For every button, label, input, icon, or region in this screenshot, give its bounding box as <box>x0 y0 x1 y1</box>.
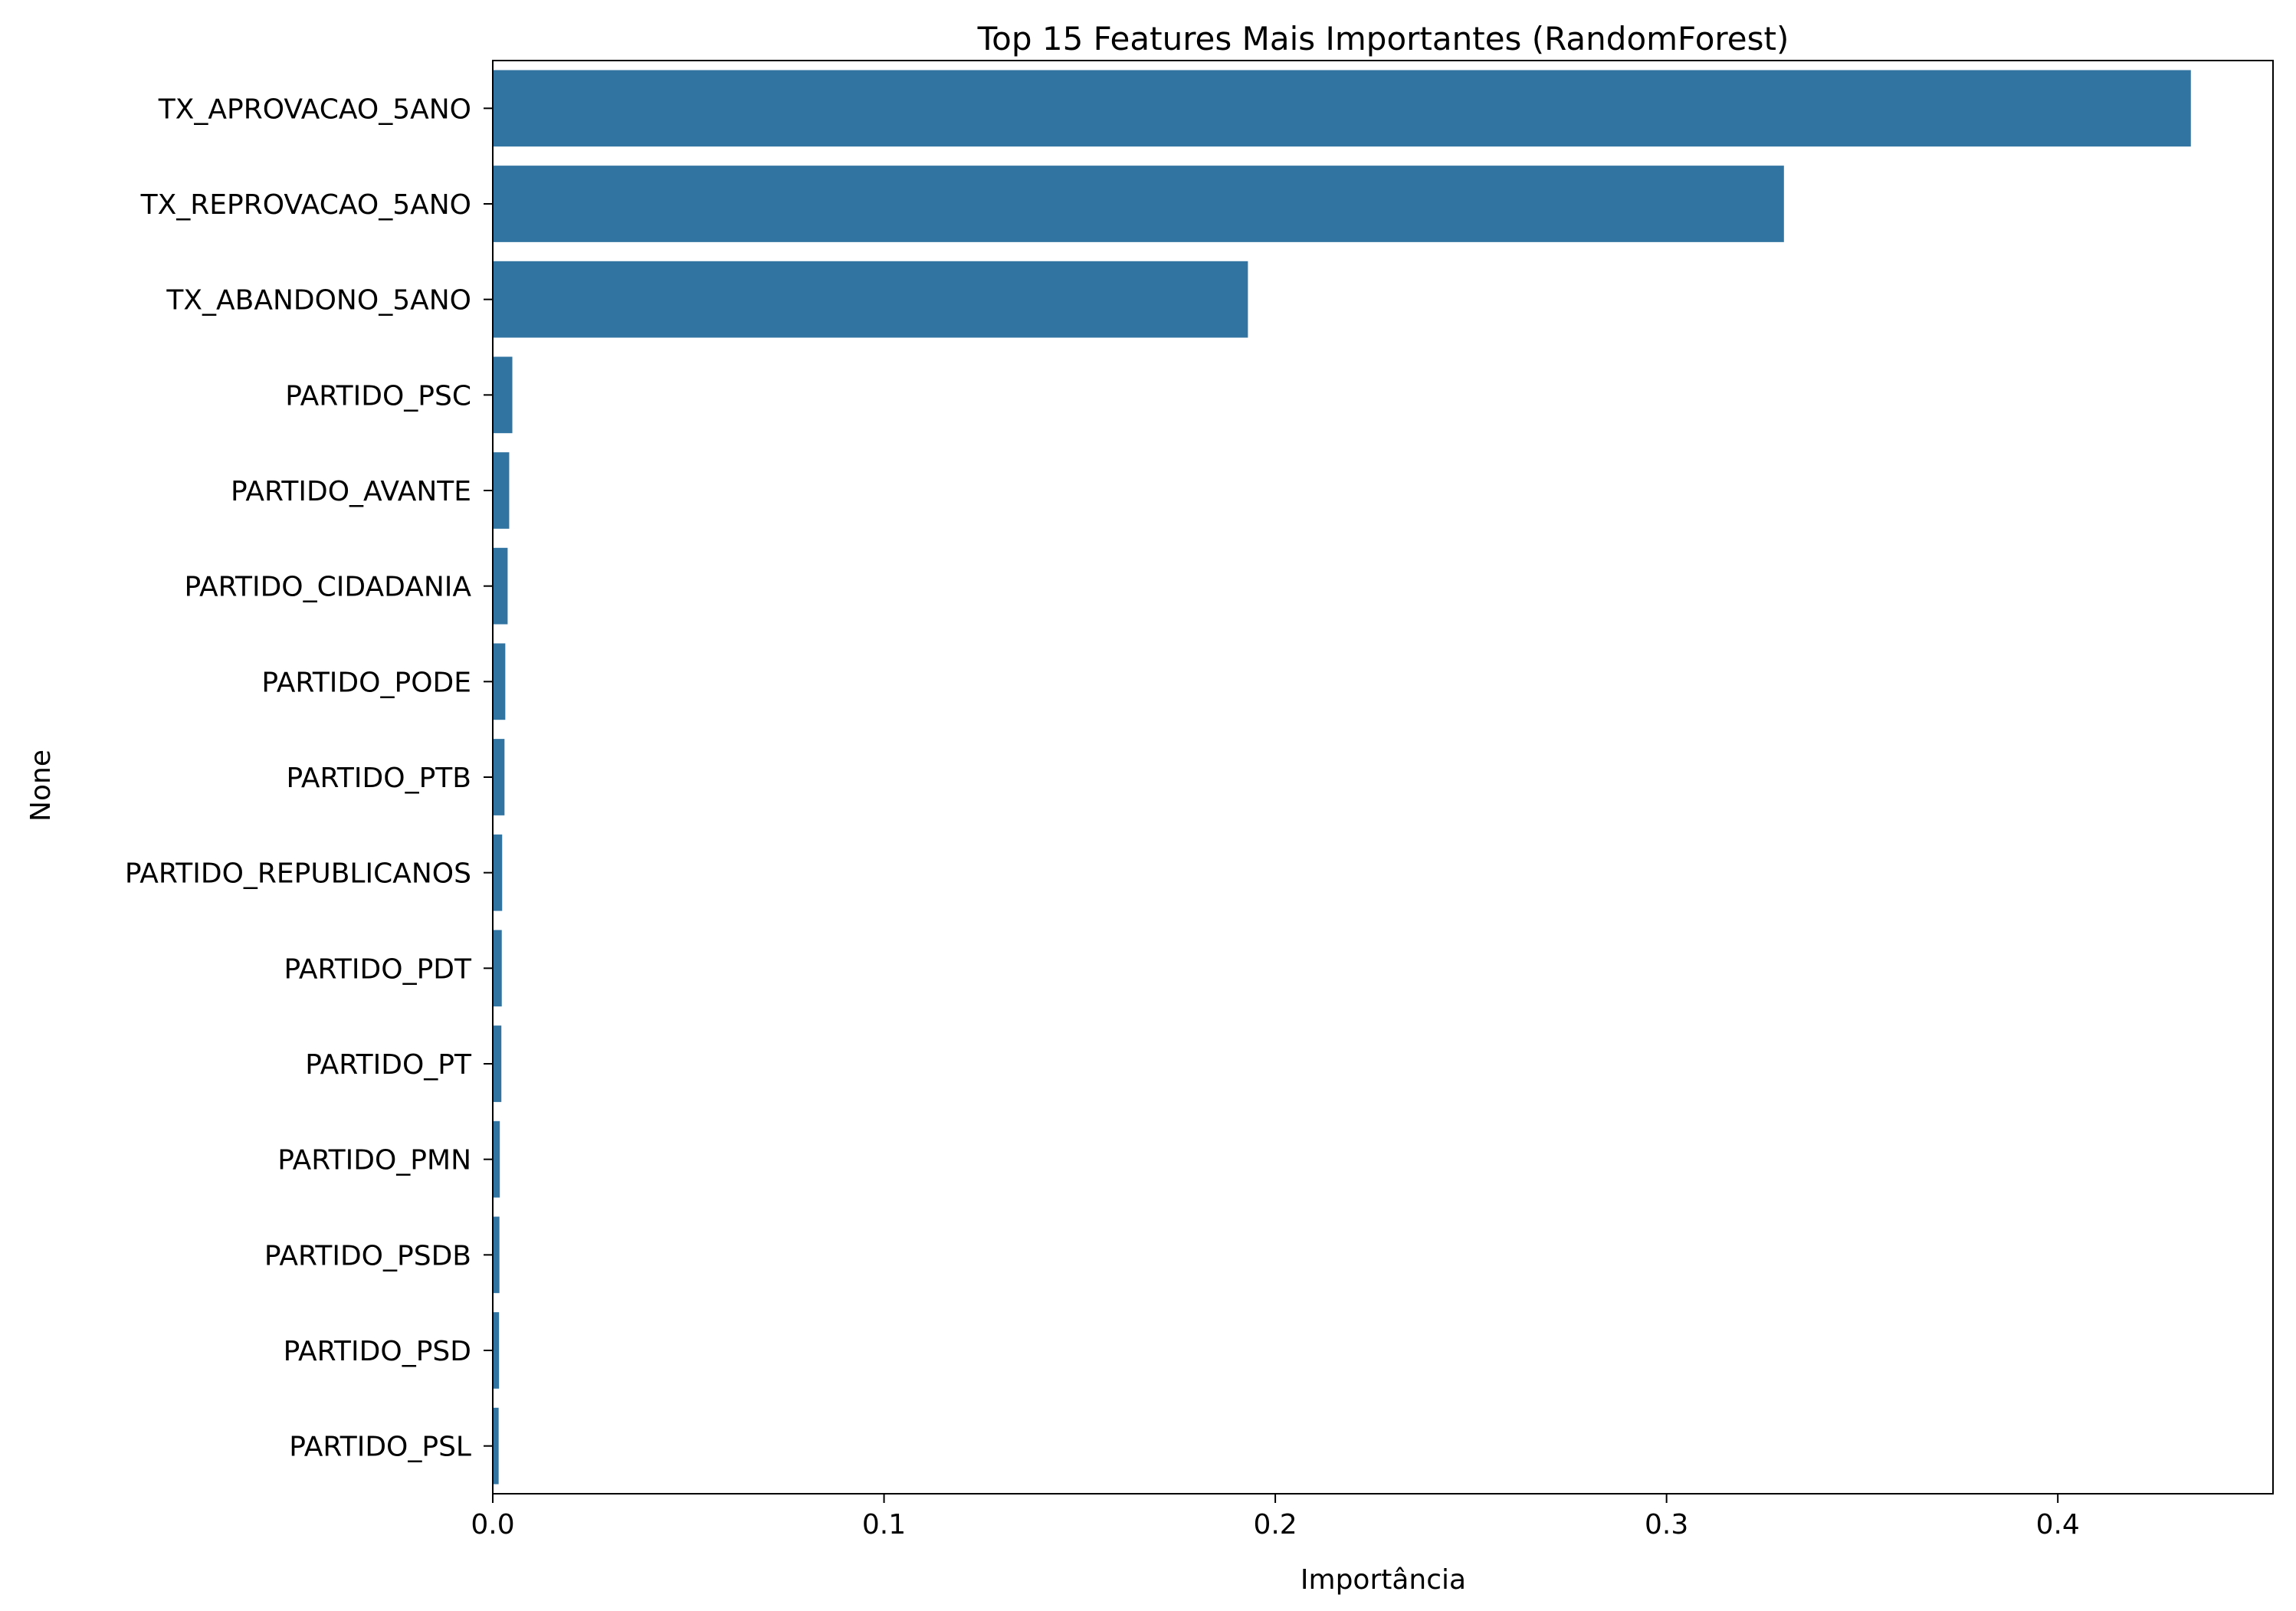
bar-tx-reprovacao-5ano <box>493 166 1784 242</box>
y-axis-label: None <box>25 750 57 822</box>
y-tick-label: PARTIDO_REPUBLICANOS <box>125 858 471 890</box>
bar-partido-psl <box>493 1407 499 1485</box>
y-tick-label: PARTIDO_PSC <box>285 380 471 412</box>
bar-partido-republicanos <box>493 834 503 911</box>
bar-partido-psc <box>493 356 513 434</box>
bar-tx-aprovacao-5ano <box>493 70 2191 147</box>
bars-group <box>493 70 2191 1485</box>
y-tick-label: PARTIDO_PSD <box>284 1336 471 1367</box>
x-tick-label: 0.3 <box>1645 1509 1688 1540</box>
x-tick-label: 0.1 <box>862 1509 906 1540</box>
x-tick-label: 0.0 <box>471 1509 514 1540</box>
bar-partido-ptb <box>493 739 505 815</box>
bar-partido-pmn <box>493 1120 500 1198</box>
bar-partido-cidadania <box>493 547 508 625</box>
x-tick-label: 0.4 <box>2036 1509 2080 1540</box>
y-tick-label: TX_REPROVACAO_5ANO <box>140 189 471 221</box>
y-tick-label: PARTIDO_PT <box>305 1049 472 1081</box>
y-tick-label: PARTIDO_CIDADANIA <box>185 572 472 603</box>
chart-title: Top 15 Features Mais Importantes (Random… <box>977 20 1789 57</box>
y-tick-label: PARTIDO_PDT <box>284 953 472 985</box>
axes-frame <box>492 60 2274 1495</box>
y-tick-label: TX_ABANDONO_5ANO <box>166 285 471 317</box>
bar-partido-avante <box>493 452 510 529</box>
y-tick-label: PARTIDO_PTB <box>287 763 472 794</box>
y-tick-label: PARTIDO_PODE <box>261 667 471 698</box>
bar-partido-psd <box>493 1312 500 1389</box>
bar-partido-pode <box>493 643 506 720</box>
y-tick-label: TX_APROVACAO_5ANO <box>158 94 471 125</box>
axes-spines <box>492 60 2274 1495</box>
bar-tx-abandono-5ano <box>493 261 1248 338</box>
x-tick-label: 0.2 <box>1253 1509 1297 1540</box>
y-tick-label: PARTIDO_PMN <box>277 1145 471 1176</box>
bar-partido-psdb <box>493 1216 500 1294</box>
bar-partido-pt <box>493 1025 502 1102</box>
y-tick-label: PARTIDO_PSL <box>289 1432 471 1463</box>
y-tick-label: PARTIDO_PSDB <box>264 1240 471 1271</box>
x-ticks: 0.0 0.1 0.2 0.3 0.4 <box>471 1494 2080 1540</box>
bar-partido-pdt <box>493 930 502 1007</box>
y-tick-labels: TX_APROVACAO_5ANO TX_REPROVACAO_5ANO TX_AB… <box>125 94 493 1463</box>
y-tick-label: PARTIDO_AVANTE <box>231 476 471 507</box>
x-axis-label: Importância <box>1301 1564 1466 1596</box>
